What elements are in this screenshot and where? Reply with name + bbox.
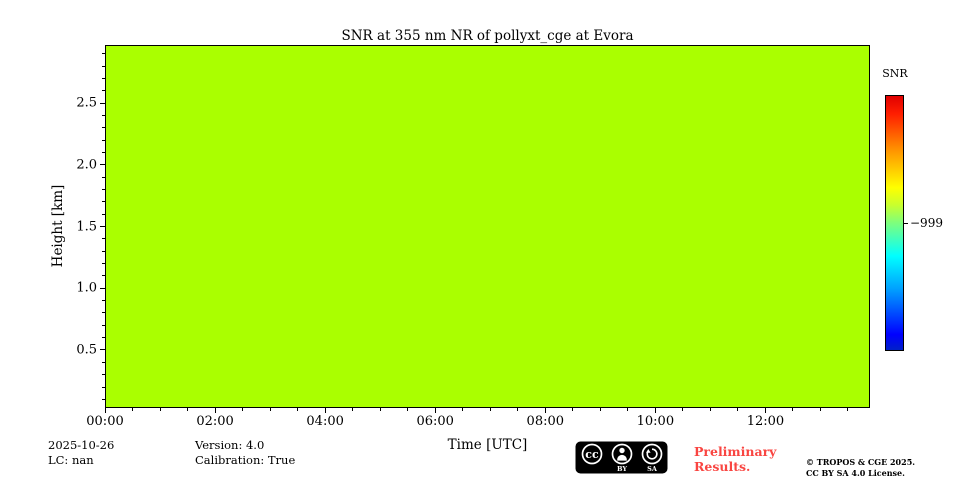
y-minor-tick-mark [102,324,105,326]
preliminary-results-text: Preliminary Results. [694,444,776,474]
plot-area [105,45,870,408]
y-tick-mark [100,102,105,104]
footer-date: 2025-10-26 [48,438,115,452]
colorbar-gradient [885,95,904,351]
x-minor-tick-mark [407,408,409,411]
y-tick-label: 2.0 [76,157,97,173]
y-minor-tick-mark [102,337,105,339]
y-minor-tick-mark [102,213,105,215]
x-minor-tick-mark [269,408,271,411]
y-minor-tick-mark [102,398,105,400]
x-tick-mark [214,408,216,413]
x-tick-mark [764,408,766,413]
x-tick-label: 06:00 [416,414,454,429]
x-minor-tick-mark [737,408,739,411]
plot-box: 00:00 02:00 04:00 06:00 08:00 10:00 12:00 0.5 1.… [76,45,870,428]
x-minor-tick-mark [572,408,574,411]
y-axis-label: Height [km] [50,184,66,268]
y-tick-mark [100,349,105,351]
x-minor-tick-mark [462,408,464,411]
x-minor-tick-mark [682,408,684,411]
y-tick-label: 2.5 [76,95,97,111]
y-tick-label: 1.5 [76,219,97,234]
x-minor-tick-mark [627,408,629,411]
x-minor-tick-mark [132,408,134,411]
y-minor-tick-mark [102,176,105,178]
colorbar: −999 [885,95,943,351]
x-minor-tick-mark [297,408,299,411]
y-minor-tick-mark [102,374,105,376]
y-tick-mark [100,164,105,166]
preliminary-line2: Results. [694,459,751,474]
y-minor-tick-mark [102,53,105,55]
by-label: BY [617,465,627,473]
y-minor-tick-mark [102,312,105,314]
sa-arrow-icon [641,443,663,465]
preliminary-line1: Preliminary [694,444,777,459]
y-minor-tick-mark [102,77,105,79]
y-minor-tick-mark [102,65,105,67]
x-tick-mark [434,408,436,413]
footer-lc: LC: nan [48,453,94,467]
x-minor-tick-mark [159,408,161,411]
x-tick-mark [544,408,546,413]
y-minor-tick-mark [102,90,105,92]
x-minor-tick-mark [709,408,711,411]
y-minor-tick-mark [102,114,105,116]
x-tick-label: 10:00 [636,414,675,429]
y-minor-tick-mark [102,238,105,240]
y-minor-tick-mark [102,250,105,252]
copyright-line1: © TROPOS & CGE 2025. [806,457,916,467]
y-minor-tick-mark [102,275,105,277]
x-minor-tick-mark [352,408,354,411]
colorbar-tick-mark [904,222,908,224]
x-tick-label: 08:00 [526,414,565,429]
x-minor-tick-mark [599,408,601,411]
x-minor-tick-mark [847,408,849,411]
cc-icon: cc [581,443,603,465]
y-minor-tick-mark [102,263,105,265]
y-minor-tick-mark [102,300,105,302]
x-tick-label: 00:00 [86,414,124,429]
y-minor-tick-mark [102,361,105,363]
y-tick-mark [100,226,105,227]
y-minor-tick-mark [102,139,105,141]
x-minor-tick-mark [819,408,821,411]
y-tick-label: 1.0 [76,280,97,296]
y-minor-tick-mark [102,127,105,129]
x-tick-label: 12:00 [746,414,785,429]
y-minor-tick-mark [102,188,105,190]
y-minor-tick-mark [102,201,105,203]
x-axis-label: Time [UTC] [447,437,528,453]
colorbar-title: SNR [882,67,908,80]
cc-by-sa-badge: cc BY SA [575,441,668,474]
footer-version: Version: 4.0 [195,438,265,452]
x-minor-tick-mark [187,408,189,411]
x-minor-tick-mark [792,408,794,411]
y-minor-tick-mark [102,151,105,153]
x-tick-label: 02:00 [196,414,234,429]
colorbar-tick-label: −999 [910,216,943,230]
x-tick-mark [654,408,656,413]
y-minor-tick-mark [102,386,105,388]
chart-title: SNR at 355 nm NR of pollyxt_cge at Evora [341,28,634,44]
by-person-icon [611,443,633,465]
x-tick-mark [104,408,106,413]
sa-label: SA [647,465,658,473]
y-tick-mark [100,287,105,289]
y-tick-label: 0.5 [76,342,97,358]
cc-letters: cc [585,448,599,461]
x-minor-tick-mark [489,408,491,411]
copyright-line2: CC BY SA 4.0 License. [806,467,905,478]
x-tick-label: 04:00 [306,414,344,429]
x-minor-tick-mark [517,408,519,411]
x-minor-tick-mark [379,408,381,411]
x-tick-mark [324,408,326,413]
footer-calibration: Calibration: True [195,453,296,467]
copyright-text: © TROPOS & CGE 2025. CC BY SA 4.0 Licens… [806,457,915,479]
x-minor-tick-mark [242,408,244,411]
